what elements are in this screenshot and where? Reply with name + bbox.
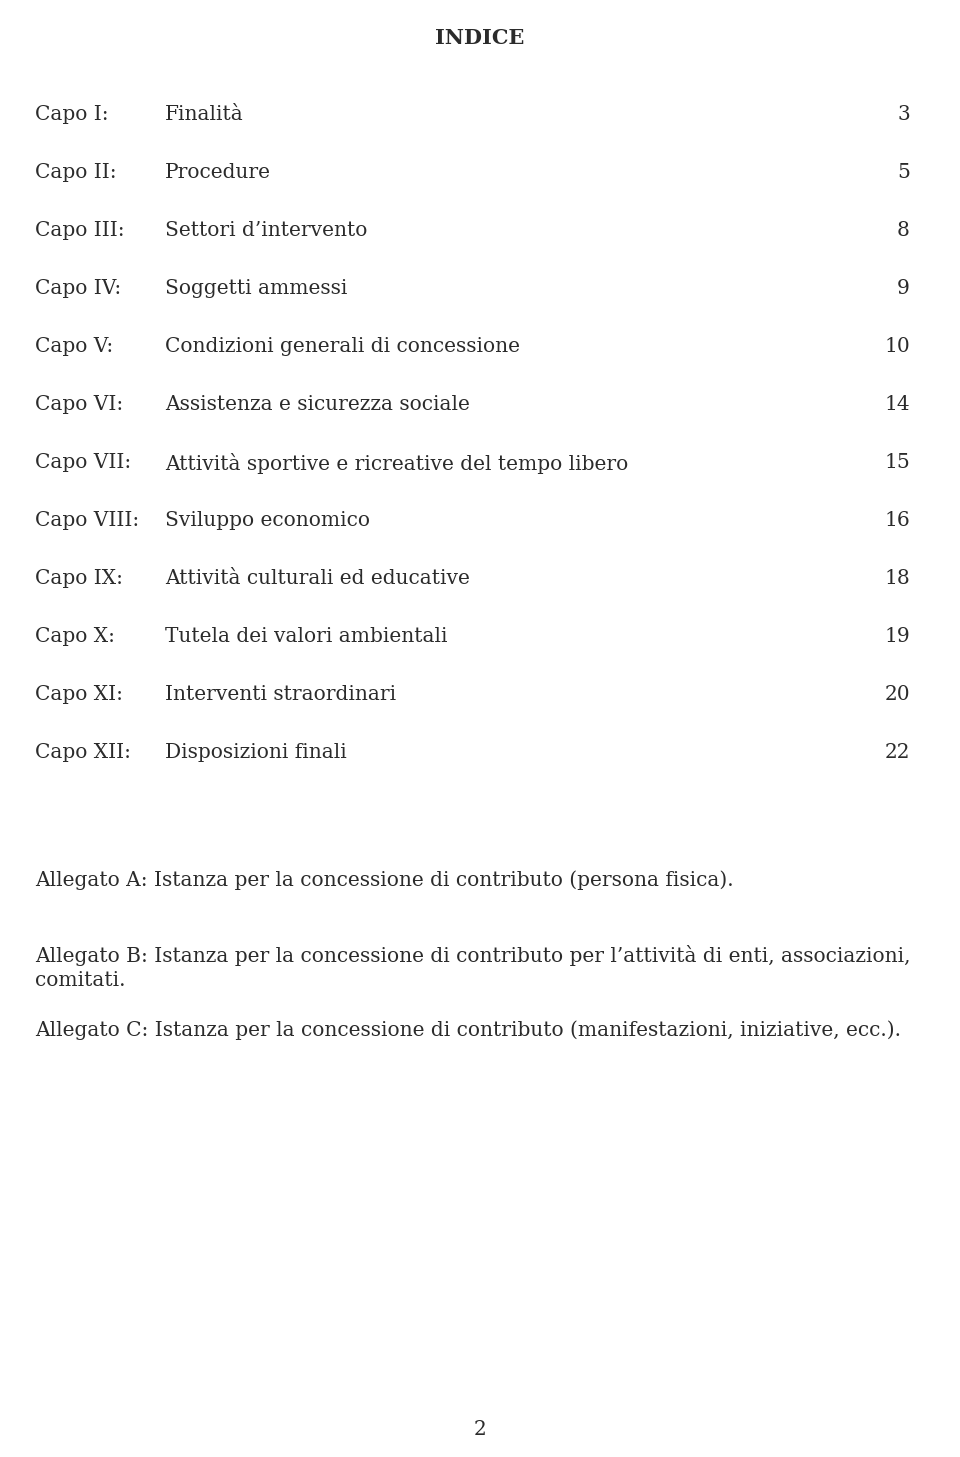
Text: Soggetti ammessi: Soggetti ammessi <box>165 278 348 299</box>
Text: 5: 5 <box>898 163 910 182</box>
Text: 22: 22 <box>884 743 910 762</box>
Text: Capo XII:: Capo XII: <box>35 743 131 762</box>
Text: Capo VIII:: Capo VIII: <box>35 511 139 530</box>
Text: Disposizioni finali: Disposizioni finali <box>165 743 347 762</box>
Text: Capo II:: Capo II: <box>35 163 116 182</box>
Text: 9: 9 <box>898 278 910 299</box>
Text: 2: 2 <box>473 1421 487 1440</box>
Text: Capo IX:: Capo IX: <box>35 570 123 589</box>
Text: Capo IV:: Capo IV: <box>35 278 121 299</box>
Text: 14: 14 <box>884 395 910 414</box>
Text: Sviluppo economico: Sviluppo economico <box>165 511 370 530</box>
Text: Capo VI:: Capo VI: <box>35 395 123 414</box>
Text: Attività sportive e ricreative del tempo libero: Attività sportive e ricreative del tempo… <box>165 453 628 474</box>
Text: INDICE: INDICE <box>435 28 525 48</box>
Text: Procedure: Procedure <box>165 163 271 182</box>
Text: Interventi straordinari: Interventi straordinari <box>165 685 396 704</box>
Text: 3: 3 <box>898 105 910 124</box>
Text: Settori d’intervento: Settori d’intervento <box>165 221 368 240</box>
Text: Attività culturali ed educative: Attività culturali ed educative <box>165 570 469 589</box>
Text: 20: 20 <box>884 685 910 704</box>
Text: Condizioni generali di concessione: Condizioni generali di concessione <box>165 337 520 356</box>
Text: Capo XI:: Capo XI: <box>35 685 123 704</box>
Text: Allegato B: Istanza per la concessione di contributo per l’attività di enti, ass: Allegato B: Istanza per la concessione d… <box>35 946 910 989</box>
Text: 10: 10 <box>884 337 910 356</box>
Text: 19: 19 <box>884 627 910 645</box>
Text: Assistenza e sicurezza sociale: Assistenza e sicurezza sociale <box>165 395 469 414</box>
Text: Allegato C: Istanza per la concessione di contributo (manifestazioni, iniziative: Allegato C: Istanza per la concessione d… <box>35 1020 901 1040</box>
Text: 8: 8 <box>898 221 910 240</box>
Text: Tutela dei valori ambientali: Tutela dei valori ambientali <box>165 627 447 645</box>
Text: Capo V:: Capo V: <box>35 337 113 356</box>
Text: Capo VII:: Capo VII: <box>35 453 132 472</box>
Text: 15: 15 <box>884 453 910 472</box>
Text: Capo III:: Capo III: <box>35 221 125 240</box>
Text: Capo I:: Capo I: <box>35 105 108 124</box>
Text: Finalità: Finalità <box>165 105 244 124</box>
Text: Allegato A: Istanza per la concessione di contributo (persona fisica).: Allegato A: Istanza per la concessione d… <box>35 870 733 890</box>
Text: 18: 18 <box>884 570 910 589</box>
Text: Capo X:: Capo X: <box>35 627 115 645</box>
Text: 16: 16 <box>884 511 910 530</box>
